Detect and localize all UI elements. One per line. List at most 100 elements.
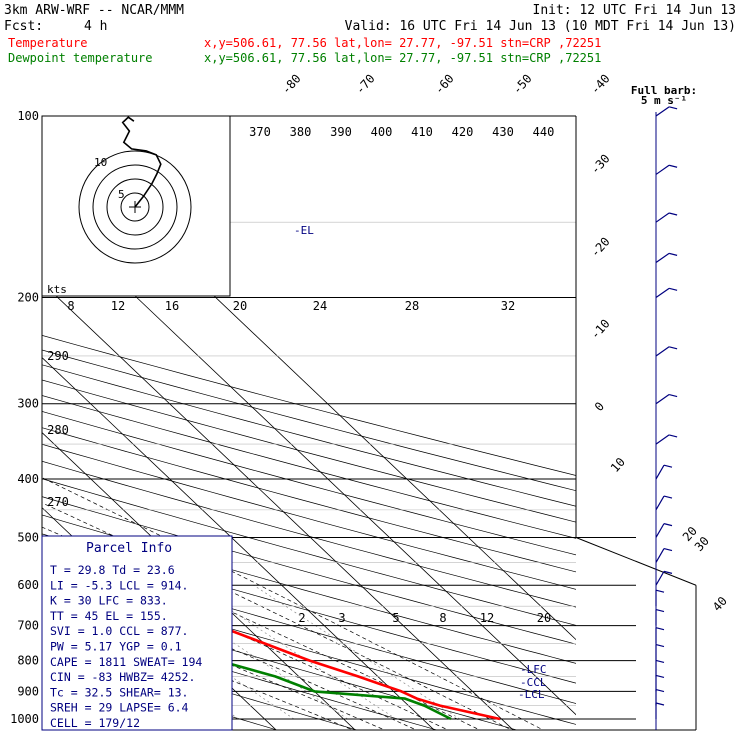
wind-barb-flag [668, 252, 678, 256]
wind-barb-flag [668, 164, 678, 168]
parcel-info-row: CAPE = 1811 SWEAT= 194 [50, 655, 202, 669]
hodograph-ring [120, 192, 150, 222]
pressure-tick-label: 100 [17, 109, 39, 123]
sounding-traces [42, 554, 501, 721]
dry-adiabat [42, 478, 576, 626]
parcel-info-row: SREH = 29 LAPSE= 6.4 [50, 701, 189, 715]
lfc-marker: -LFC [520, 663, 547, 676]
wind-barb [655, 252, 678, 264]
parcel-info-row: CELL = 179/12 [50, 716, 140, 730]
forecast-label: Fcst: [4, 19, 43, 34]
hodograph-ring-label-10: 10 [94, 156, 107, 169]
wind-barb-flag [668, 212, 678, 216]
theta-tick-label: 370 [249, 125, 271, 139]
theta-tick-label: 400 [371, 125, 393, 139]
wind-barb [655, 589, 665, 607]
wind-barb [655, 627, 665, 644]
wind-barb-flag [655, 659, 665, 664]
pressure-tick-label: 400 [17, 472, 39, 486]
dry-adiabat [42, 496, 576, 645]
temperature-tick-label: -70 [353, 72, 378, 97]
hodograph: kts 5 10 [41, 115, 231, 297]
pressure-tick-label: 1000 [10, 712, 39, 726]
wind-barb-staff [655, 252, 670, 264]
wind-barb [655, 688, 665, 706]
dry-adiabat [42, 614, 439, 730]
dry-adiabat [42, 334, 576, 476]
wind-barb-flag [668, 393, 678, 398]
pressure-tick-label: 600 [17, 578, 39, 592]
moist-adiabat [42, 502, 513, 730]
wind-barb [655, 548, 673, 563]
wind-barb [655, 434, 678, 445]
temperature-tick-label: -80 [279, 72, 304, 97]
parcel-info-row: LI = -5.3 LCL = 914. [50, 578, 188, 592]
wind-barb-flag [668, 106, 678, 110]
dewpoint-legend-info: x,y=506.61, 77.56 lat,lon= 27.77, -97.51… [204, 51, 601, 65]
forecast-hours: 4 h [84, 19, 107, 34]
temperature-trace [42, 554, 501, 721]
wind-barb [655, 523, 673, 538]
wind-barb-flag [655, 627, 665, 631]
pressure-tick-label: 700 [17, 619, 39, 633]
mixing-ratio-label: 24 [313, 299, 327, 313]
wind-barb-flag [668, 287, 678, 291]
hodograph-units: kts [47, 283, 67, 296]
isotherm [0, 103, 41, 732]
temperature-legend-label: Temperature [8, 36, 87, 50]
wind-barb-flag [663, 495, 673, 499]
pressure-tick-label: 900 [17, 684, 39, 698]
wind-barb [655, 393, 678, 405]
theta-tick-label: 280 [47, 423, 69, 437]
dry-adiabat [42, 349, 576, 492]
mixing-ratio-label: 2 [298, 611, 305, 625]
barb-legend-units: 5 m s⁻¹ [641, 94, 687, 107]
wind-barb-flag [663, 523, 673, 527]
lcl-marker: -LCL [518, 688, 545, 701]
wind-barb [655, 164, 678, 175]
temperature-tick-label: -40 [588, 72, 613, 97]
theta-tick-label: 410 [411, 125, 433, 139]
hodograph-ring-label-5: 5 [118, 188, 125, 201]
mixing-ratio-label: 8 [67, 299, 74, 313]
parcel-info-panel: Parcel Info T = 29.8 Td = 23.6LI = -5.3 … [41, 535, 233, 731]
wind-barb [655, 346, 678, 357]
wind-barb-flag [655, 609, 665, 613]
parcel-info-title: Parcel Info [86, 541, 172, 556]
parcel-info-box [41, 535, 233, 731]
mixing-ratio-label: 32 [501, 299, 515, 313]
valid-time: Valid: 16 UTC Fri 14 Jun 13 (10 MDT Fri … [345, 19, 736, 34]
theta-tick-label: 420 [452, 125, 474, 139]
wind-barb [655, 287, 678, 299]
barb-legend-title: Full barb: [631, 84, 697, 97]
mixing-ratio-label: 28 [405, 299, 419, 313]
hodograph-ring [92, 164, 178, 250]
mixing-ratio-label: 20 [233, 299, 247, 313]
wind-barb-flag [663, 570, 673, 574]
temperature-tick-label: -60 [432, 72, 457, 97]
pressure-tick-label: 500 [17, 530, 39, 544]
wind-barb-staff [655, 464, 665, 480]
wind-barb [655, 495, 673, 511]
wind-barb-staff [655, 164, 670, 175]
wind-barb-flag [655, 702, 665, 706]
theta-tick-label: 430 [492, 125, 514, 139]
temperature-tick-label: -20 [588, 235, 613, 260]
wind-barb-flag [663, 548, 673, 552]
parcel-info-row: SVI = 1.0 CCL = 877. [50, 624, 188, 638]
wind-barb-staff [655, 346, 670, 357]
temperature-tick-label: 10 [608, 455, 628, 475]
wind-barbs [655, 106, 678, 730]
wind-barb-flag [655, 643, 665, 648]
mixing-ratio-label: 16 [165, 299, 179, 313]
theta-tick-label: 390 [330, 125, 352, 139]
wind-barb [655, 643, 665, 661]
wind-barb-staff [655, 548, 665, 563]
wind-barb [655, 674, 665, 692]
dewpoint-legend-label: Dewpoint temperature [8, 51, 153, 65]
isotherm [42, 282, 514, 730]
wind-barb-flag [655, 688, 665, 693]
theta-tick-label: 270 [47, 495, 69, 509]
plot-right-frame-diag [575, 537, 697, 586]
ccl-marker: -CCL [520, 676, 547, 689]
